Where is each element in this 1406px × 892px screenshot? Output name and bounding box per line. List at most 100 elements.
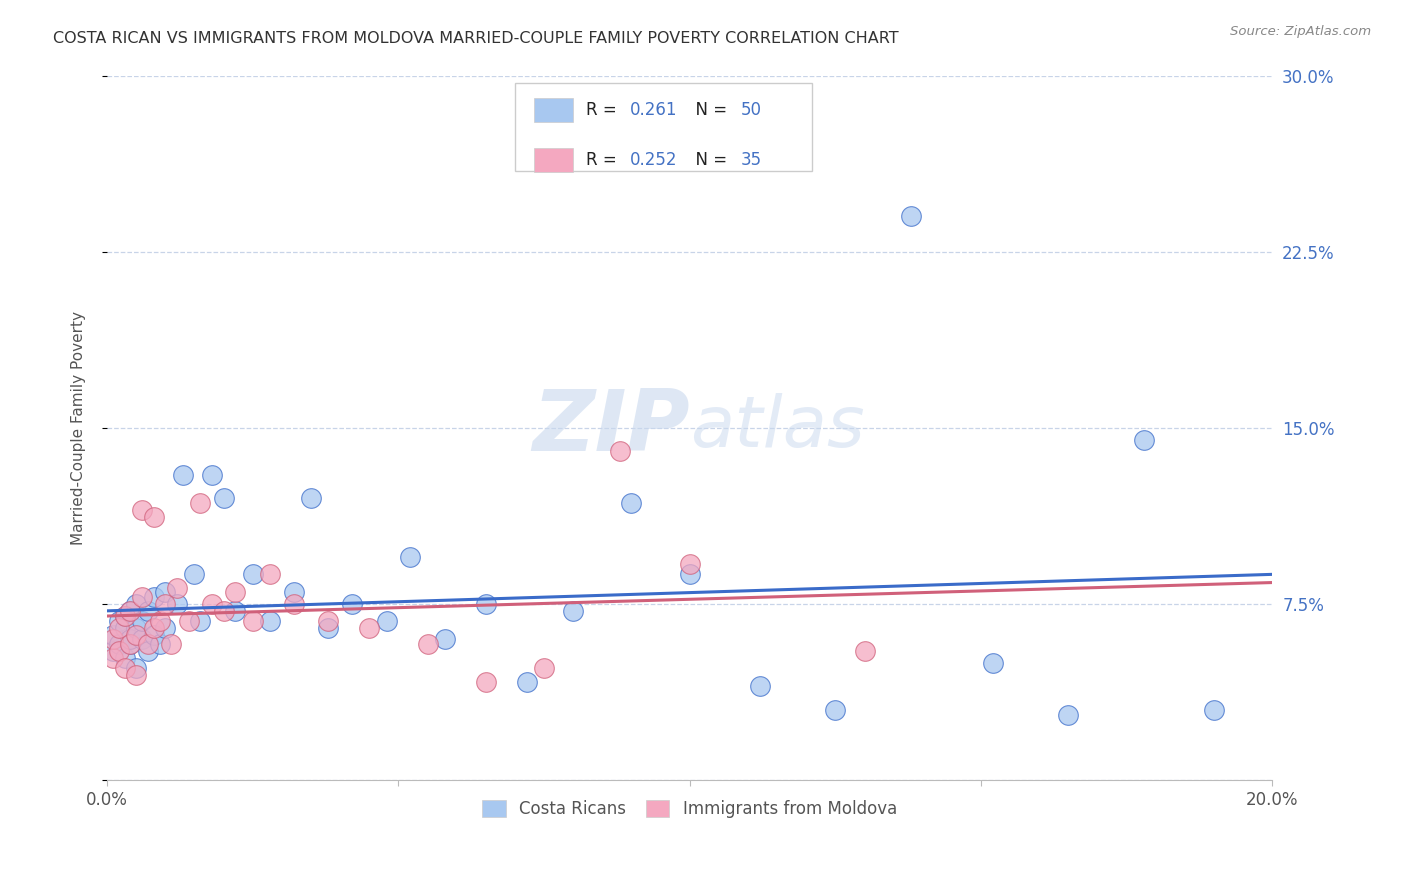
- Point: [748, 679, 770, 693]
- Point: [131, 590, 153, 604]
- Point: [259, 614, 281, 628]
- Point: [107, 644, 129, 658]
- Point: [114, 660, 136, 674]
- Point: [114, 621, 136, 635]
- Point: [981, 656, 1004, 670]
- Point: [516, 674, 538, 689]
- Point: [416, 637, 439, 651]
- Point: [131, 632, 153, 647]
- Point: [114, 651, 136, 665]
- Point: [201, 467, 224, 482]
- Point: [1057, 707, 1080, 722]
- Point: [136, 604, 159, 618]
- Point: [679, 557, 702, 571]
- Point: [679, 566, 702, 581]
- Point: [120, 632, 142, 647]
- Point: [609, 444, 631, 458]
- Point: [101, 644, 124, 658]
- Point: [125, 660, 148, 674]
- Text: 50: 50: [741, 101, 762, 119]
- Point: [136, 644, 159, 658]
- Point: [299, 491, 322, 506]
- Point: [120, 604, 142, 618]
- Text: R =: R =: [586, 151, 621, 169]
- Point: [434, 632, 457, 647]
- Point: [853, 644, 876, 658]
- Point: [172, 467, 194, 482]
- Text: atlas: atlas: [690, 393, 865, 462]
- Point: [107, 621, 129, 635]
- Point: [155, 597, 177, 611]
- Text: 35: 35: [741, 151, 762, 169]
- Text: R =: R =: [586, 101, 621, 119]
- Text: 0.252: 0.252: [630, 151, 678, 169]
- Point: [283, 585, 305, 599]
- Point: [562, 604, 585, 618]
- Point: [340, 597, 363, 611]
- Text: Source: ZipAtlas.com: Source: ZipAtlas.com: [1230, 25, 1371, 38]
- FancyBboxPatch shape: [515, 83, 813, 170]
- FancyBboxPatch shape: [534, 148, 574, 172]
- Point: [212, 604, 235, 618]
- Point: [212, 491, 235, 506]
- Point: [201, 597, 224, 611]
- Point: [183, 566, 205, 581]
- Point: [259, 566, 281, 581]
- Point: [120, 604, 142, 618]
- Text: 0.261: 0.261: [630, 101, 678, 119]
- Point: [475, 674, 498, 689]
- Text: ZIP: ZIP: [531, 386, 690, 469]
- Point: [125, 597, 148, 611]
- Point: [533, 660, 555, 674]
- Point: [224, 585, 246, 599]
- Point: [155, 585, 177, 599]
- Point: [125, 627, 148, 641]
- Point: [242, 566, 264, 581]
- Point: [283, 597, 305, 611]
- Point: [125, 621, 148, 635]
- Point: [166, 581, 188, 595]
- Point: [120, 637, 142, 651]
- Point: [242, 614, 264, 628]
- Point: [1133, 433, 1156, 447]
- Point: [824, 703, 846, 717]
- Legend: Costa Ricans, Immigrants from Moldova: Costa Ricans, Immigrants from Moldova: [475, 793, 904, 825]
- Point: [620, 496, 643, 510]
- Point: [125, 667, 148, 681]
- Point: [375, 614, 398, 628]
- Point: [101, 632, 124, 647]
- Point: [1204, 703, 1226, 717]
- Point: [148, 614, 170, 628]
- Point: [399, 550, 422, 565]
- Point: [101, 627, 124, 641]
- Point: [475, 597, 498, 611]
- Point: [114, 608, 136, 623]
- Point: [120, 637, 142, 651]
- Point: [101, 651, 124, 665]
- Point: [155, 621, 177, 635]
- Point: [142, 510, 165, 524]
- Point: [131, 614, 153, 628]
- Point: [318, 614, 340, 628]
- Point: [114, 608, 136, 623]
- Text: N =: N =: [685, 151, 733, 169]
- Point: [900, 210, 922, 224]
- Point: [107, 637, 129, 651]
- Point: [318, 621, 340, 635]
- Point: [136, 637, 159, 651]
- Point: [148, 637, 170, 651]
- Point: [177, 614, 200, 628]
- Point: [142, 627, 165, 641]
- Point: [131, 503, 153, 517]
- Point: [142, 590, 165, 604]
- Point: [188, 496, 211, 510]
- Point: [224, 604, 246, 618]
- Point: [188, 614, 211, 628]
- Point: [359, 621, 381, 635]
- Point: [107, 614, 129, 628]
- Point: [160, 637, 183, 651]
- Text: COSTA RICAN VS IMMIGRANTS FROM MOLDOVA MARRIED-COUPLE FAMILY POVERTY CORRELATION: COSTA RICAN VS IMMIGRANTS FROM MOLDOVA M…: [53, 31, 898, 46]
- Point: [166, 597, 188, 611]
- FancyBboxPatch shape: [534, 98, 574, 122]
- Y-axis label: Married-Couple Family Poverty: Married-Couple Family Poverty: [72, 311, 86, 545]
